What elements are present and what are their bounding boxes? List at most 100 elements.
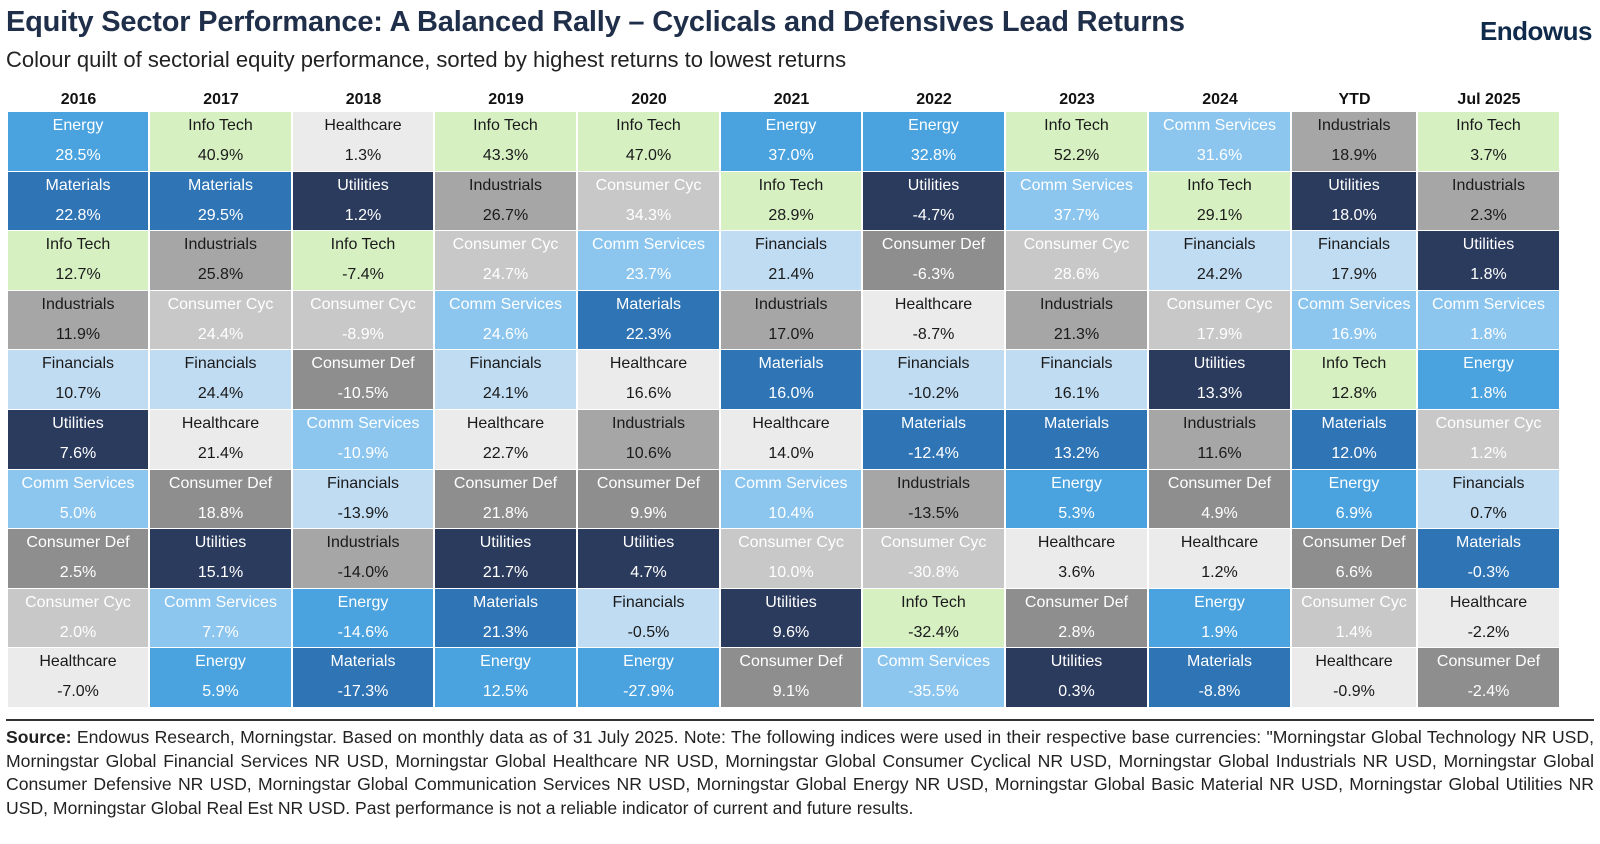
cell-sector-label: Utilities	[1050, 653, 1103, 671]
quilt-cell: Financials 21.4%	[721, 231, 861, 290]
cell-return-label: 12.7%	[55, 266, 101, 284]
quilt-cell: Healthcare 22.7%	[435, 410, 576, 469]
cell-return-label: 17.0%	[768, 325, 814, 343]
cell-sector-label: Consumer Cyc	[1435, 415, 1542, 432]
cell-sector-label: Industrials	[469, 176, 542, 194]
cell-return-label: -8.7%	[912, 325, 955, 343]
cell-return-label: 1.8%	[1470, 325, 1507, 343]
cell-return-label: 1.3%	[344, 147, 382, 164]
cell-sector-label: Industrials	[1317, 117, 1391, 134]
cell-sector-label: Comm Services	[306, 415, 420, 432]
cell-sector-label: Consumer Def	[739, 653, 843, 671]
cell-return-label: 17.9%	[1331, 266, 1377, 284]
cell-sector-label: Healthcare	[1449, 593, 1528, 611]
cell-return-label: -27.9%	[623, 683, 674, 701]
cell-return-label: 9.1%	[772, 683, 810, 701]
quilt-cell: Consumer Def -2.4%	[1418, 648, 1559, 707]
quilt-cell: Financials 24.2%	[1149, 231, 1290, 290]
quilt-cell: Energy 1.9%	[1149, 588, 1290, 648]
cell-sector-label: Info Tech	[901, 593, 966, 611]
cell-return-label: 21.8%	[482, 504, 529, 522]
cell-return-label: 16.1%	[1053, 385, 1100, 403]
quilt-cell: Healthcare 1.2%	[1149, 529, 1290, 588]
quilt-cell: Energy 1.8%	[1418, 350, 1559, 409]
cell-return-label: -7.4%	[342, 266, 384, 284]
quilt-cell: Consumer Def 4.9%	[1149, 469, 1290, 529]
quilt-cell: Consumer Cyc 34.3%	[578, 171, 719, 231]
cell-return-label: 1.8%	[1470, 266, 1507, 284]
cell-sector-label: Consumer Def	[26, 534, 130, 552]
cell-sector-label: Info Tech	[1321, 355, 1387, 373]
cell-return-label: 5.3%	[1058, 504, 1095, 522]
column-header-2019: 2019	[488, 91, 524, 108]
cell-return-label: 22.3%	[625, 325, 672, 343]
quilt-cell: Financials 24.1%	[435, 350, 576, 409]
cell-sector-label: Consumer Cyc	[452, 236, 559, 254]
cell-return-label: 21.7%	[482, 564, 529, 582]
cell-sector-label: Utilities	[1328, 176, 1380, 194]
cell-sector-label: Industrials	[326, 534, 400, 552]
cell-return-label: 28.9%	[768, 206, 814, 224]
cell-return-label: -32.4%	[908, 623, 959, 641]
quilt-cell: Materials 22.3%	[578, 290, 719, 350]
quilt-cell: Energy 32.8%	[863, 112, 1004, 171]
cell-sector-label: Comm Services	[1297, 295, 1411, 313]
cell-sector-label: Comm Services	[734, 474, 848, 492]
cell-sector-label: Consumer Def	[881, 236, 986, 254]
quilt-cell: Energy 6.9%	[1292, 469, 1416, 529]
cell-return-label: 6.9%	[1335, 504, 1373, 522]
cell-sector-label: Consumer Def	[1167, 474, 1272, 492]
quilt-cell: Materials 22.8%	[8, 171, 148, 231]
cell-sector-label: Energy	[1328, 474, 1380, 492]
cell-sector-label: Info Tech	[1187, 176, 1252, 194]
quilt-cell: Energy 37.0%	[721, 112, 861, 171]
quilt-cell: Materials 21.3%	[435, 588, 576, 648]
cell-sector-label: Financials	[612, 593, 685, 611]
cell-sector-label: Consumer Def	[1024, 593, 1129, 611]
cell-sector-label: Info Tech	[1044, 117, 1109, 134]
cell-return-label: 10.6%	[625, 445, 672, 462]
quilt-cell: Info Tech 12.7%	[8, 231, 148, 290]
quilt-cell: Info Tech 40.9%	[150, 112, 291, 171]
quilt-cell: Financials -0.5%	[578, 588, 719, 648]
column-header-2021: 2021	[773, 91, 810, 108]
quilt-cell: Consumer Cyc 1.2%	[1418, 410, 1559, 469]
quilt-cell: Healthcare -8.7%	[863, 290, 1004, 350]
cell-sector-label: Healthcare	[894, 295, 973, 313]
cell-sector-label: Comm Services	[592, 236, 705, 254]
cell-return-label: 29.1%	[1196, 206, 1243, 224]
quilt-cell: Info Tech 3.7%	[1418, 112, 1559, 171]
chart-subtitle: Colour quilt of sectorial equity perform…	[6, 47, 847, 72]
quilt-cell: Materials 12.0%	[1292, 410, 1416, 469]
quilt-cell: Comm Services -10.9%	[293, 410, 433, 469]
source-note: Source: Endowus Research, Morningstar. B…	[6, 726, 1594, 820]
cell-sector-label: Consumer Def	[453, 474, 558, 492]
quilt-cell: Energy 5.3%	[1006, 469, 1147, 529]
cell-sector-label: Consumer Cyc	[880, 534, 987, 552]
quilt-cell: Materials 13.2%	[1006, 410, 1147, 469]
column-header-jul-2025: Jul 2025	[1457, 91, 1521, 108]
cell-return-label: -0.9%	[1333, 683, 1375, 701]
cell-sector-label: Utilities	[1193, 355, 1246, 373]
cell-return-label: 11.6%	[1197, 445, 1242, 462]
cell-sector-label: Industrials	[1452, 176, 1525, 194]
cell-sector-label: Financials	[754, 236, 828, 254]
cell-return-label: 1.2%	[344, 206, 382, 224]
cell-sector-label: Info Tech	[616, 117, 681, 134]
cell-return-label: 31.6%	[1196, 147, 1243, 164]
cell-sector-label: Materials	[758, 355, 824, 373]
cell-sector-label: Comm Services	[877, 653, 990, 671]
quilt-cell: Utilities 21.7%	[435, 529, 576, 588]
quilt-cell: Financials -10.2%	[863, 350, 1004, 409]
quilt-cell: Industrials -14.0%	[293, 529, 433, 588]
cell-sector-label: Materials	[1044, 415, 1109, 432]
cell-sector-label: Energy	[1194, 593, 1245, 611]
quilt-cell: Materials -17.3%	[293, 648, 433, 707]
quilt-cell: Consumer Cyc 24.4%	[150, 290, 291, 350]
quilt-cell: Info Tech -7.4%	[293, 231, 433, 290]
quilt-cell: Comm Services 5.0%	[8, 469, 148, 529]
cell-sector-label: Materials	[901, 415, 966, 432]
cell-return-label: 21.3%	[1053, 325, 1100, 343]
cell-return-label: 24.7%	[482, 266, 529, 284]
quilt-cell: Consumer Cyc 24.7%	[435, 231, 576, 290]
